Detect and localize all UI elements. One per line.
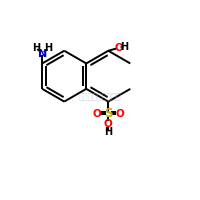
Text: S: S [104, 107, 113, 120]
Text: H: H [32, 43, 40, 53]
Text: O: O [114, 43, 123, 53]
Text: H: H [104, 127, 112, 137]
Text: O: O [115, 109, 124, 119]
Text: H: H [45, 43, 53, 53]
Text: H: H [121, 42, 129, 52]
Text: N: N [38, 49, 47, 59]
Text: O: O [92, 109, 101, 119]
Text: 市南港恒顺贸易有限: 市南港恒顺贸易有限 [79, 93, 121, 102]
Text: O: O [104, 119, 113, 129]
